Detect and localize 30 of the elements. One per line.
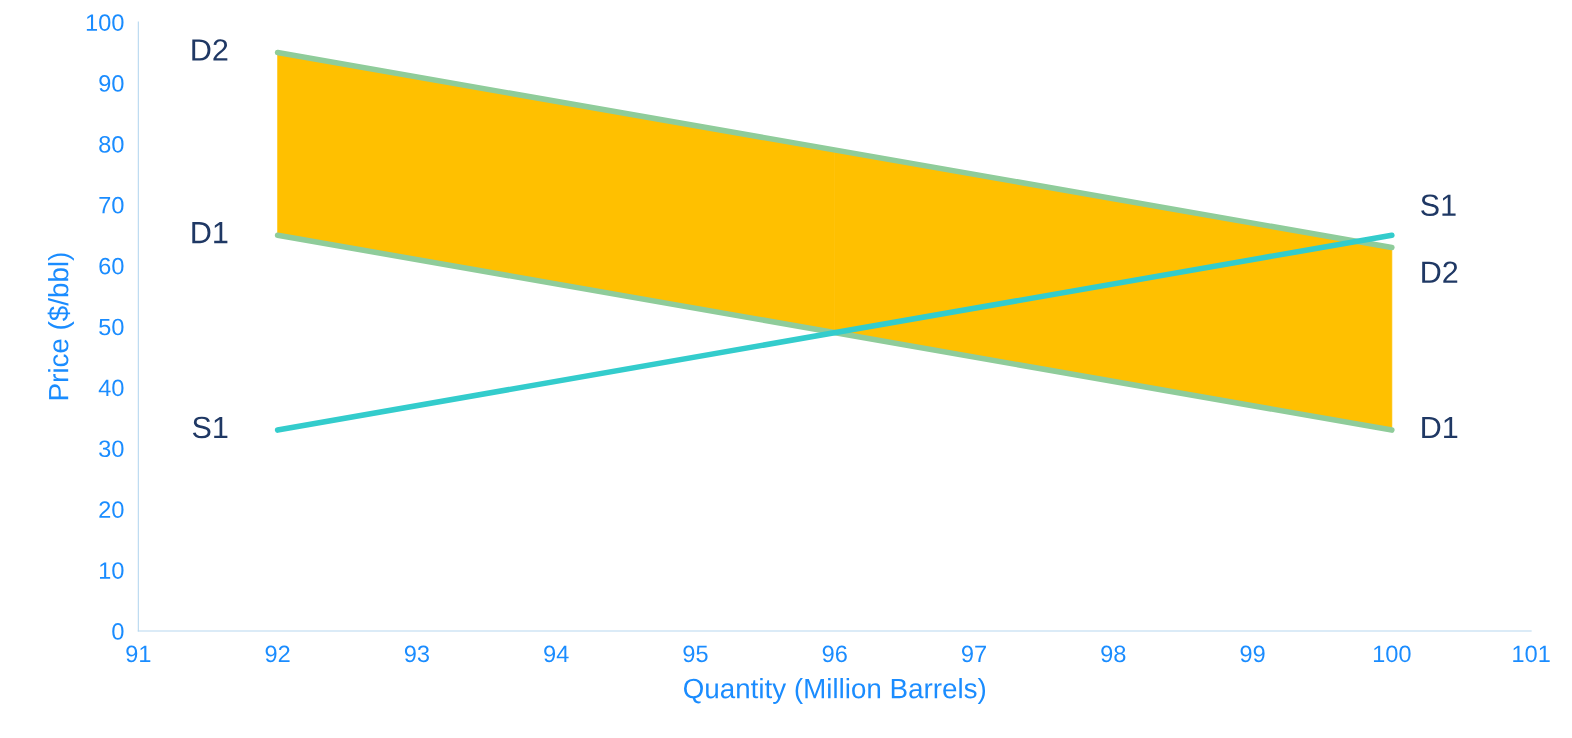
x-tick-label: 100 <box>1373 645 1411 663</box>
x-tick-label: 99 <box>1240 645 1265 663</box>
x-tick-label: 96 <box>822 645 847 663</box>
y-tick-label: 10 <box>99 562 124 579</box>
y-tick-label: 30 <box>99 440 124 458</box>
series-label: D1 <box>1422 416 1458 438</box>
y-tick-label: 100 <box>86 14 124 31</box>
text: D2 <box>192 39 228 61</box>
x-tick-label: 101 <box>1513 645 1550 663</box>
y-tick-label: 80 <box>99 135 124 153</box>
x-tick-label: 94 <box>544 645 569 663</box>
x-tick-label: 92 <box>265 645 290 663</box>
y-tick-label: 40 <box>98 379 124 397</box>
x-tick-label: 95 <box>683 645 708 663</box>
text: D1 <box>192 222 228 244</box>
x-tick-label: 97 <box>961 645 986 663</box>
y-tick-label: 50 <box>99 318 124 336</box>
y-tick-label: 90 <box>99 75 124 92</box>
y-tick-label: 20 <box>99 501 124 519</box>
y-tick-label: 60 <box>99 257 124 275</box>
series-label: D2 <box>1422 261 1458 283</box>
y-tick-label: 70 <box>99 196 124 214</box>
x-axis-title: Quantity (Million Barrels) <box>684 678 986 704</box>
text: S1 <box>192 416 228 439</box>
y-axis-title: Price ($/bbl) <box>47 253 74 400</box>
x-tick-label: 91 <box>126 645 151 663</box>
y-tick-label: 0 <box>112 623 124 640</box>
x-tick-label: 93 <box>404 645 429 663</box>
x-tick-label: 98 <box>1101 645 1126 663</box>
series-label: S1 <box>1421 194 1456 217</box>
